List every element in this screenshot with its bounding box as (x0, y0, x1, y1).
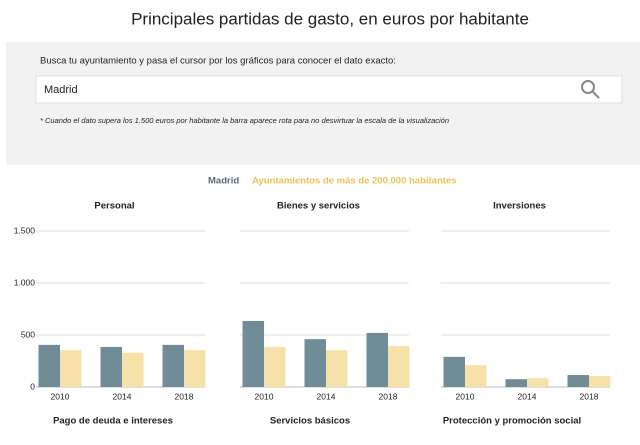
bar (38, 344, 60, 387)
bar (527, 378, 549, 387)
x-tick-label: 2018 (580, 391, 599, 401)
bar (443, 356, 465, 387)
bar (505, 379, 527, 387)
bar (366, 332, 388, 387)
bar (304, 339, 326, 387)
x-tick-label: 2014 (317, 391, 336, 401)
bar (162, 344, 184, 387)
y-tick-label: 1.500 (14, 225, 36, 235)
bar (465, 365, 487, 387)
bar (122, 352, 144, 387)
search-icon[interactable] (581, 80, 600, 99)
bar (567, 375, 589, 387)
chart-title: Pago de deuda e intereses (53, 416, 173, 427)
y-tick-label: 0 (30, 381, 35, 391)
chart-title: Servicios básicos (270, 416, 350, 427)
search-input[interactable] (35, 75, 623, 104)
search-instruction: Busca tu ayuntamiento y pasa el cursor p… (40, 56, 396, 67)
bar (100, 346, 122, 387)
chart-title: Personal (94, 201, 134, 212)
bar (60, 350, 82, 387)
x-tick-label: 2010 (255, 391, 274, 401)
search-value[interactable]: Madrid (44, 84, 78, 96)
page-title: Principales partidas de gasto, en euros … (131, 9, 529, 28)
x-tick-label: 2014 (113, 391, 132, 401)
x-tick-label: 2010 (456, 391, 475, 401)
bar (326, 350, 348, 387)
x-tick-label: 2018 (175, 391, 194, 401)
bar (388, 345, 410, 387)
bar (264, 346, 286, 387)
chart-title: Inversiones (493, 201, 546, 212)
legend-entry[interactable]: Ayuntamientos de más de 200.000 habitant… (252, 176, 457, 187)
y-tick-label: 1.000 (14, 277, 36, 287)
x-tick-label: 2018 (379, 391, 398, 401)
chart-title: Bienes y servicios (277, 201, 360, 212)
x-tick-label: 2010 (51, 391, 70, 401)
chart-title: Protección y promoción social (443, 416, 581, 427)
bar (184, 350, 206, 387)
search-note: * Cuando el dato supera los 1.500 euros … (40, 116, 449, 125)
bar (242, 320, 264, 387)
x-tick-label: 2014 (518, 391, 537, 401)
y-tick-label: 500 (21, 329, 35, 339)
bar (589, 376, 611, 387)
legend-entry[interactable]: Madrid (208, 176, 239, 187)
